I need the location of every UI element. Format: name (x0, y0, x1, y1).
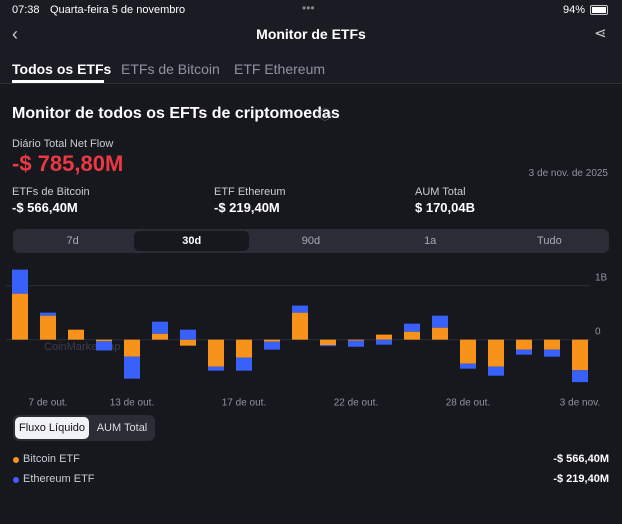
title: Monitor de ETFs (256, 26, 366, 42)
header (0, 0, 622, 84)
x-tick-label: 28 de out. (446, 398, 490, 409)
bar-segment (348, 340, 364, 347)
legend-name: Bitcoin ETF (23, 453, 80, 465)
stat-label: ETF Ethereum (214, 186, 286, 198)
bar-segment (292, 305, 308, 313)
bar-segment (572, 370, 588, 383)
legend-dot (13, 477, 19, 483)
bar-segment (236, 339, 252, 358)
tab[interactable]: Todos os ETFs (12, 61, 112, 77)
heading: Monitor de todos os EFTs de criptomoedas (12, 105, 340, 122)
bar-segment (516, 349, 532, 355)
battery: 94% (563, 4, 586, 16)
bar-segment (460, 363, 476, 369)
stat-label: ETFs de Bitcoin (12, 186, 90, 198)
x-tick-label: 7 de out. (29, 398, 68, 409)
bar-segment (488, 366, 504, 376)
info[interactable]: ⓘ (319, 108, 332, 122)
tab[interactable]: ETF Ethereum (234, 61, 326, 77)
date: Quarta-feira 5 de novembro (50, 4, 186, 16)
stat-value: -$ 566,40M (12, 200, 78, 215)
stat-label: AUM Total (415, 186, 466, 198)
tab-underline (12, 80, 104, 83)
y-tick-label: 1B (595, 272, 608, 283)
bar-segment (152, 333, 168, 340)
bar-segment (208, 339, 224, 367)
bar-segment (404, 323, 420, 332)
y-tick-label: 0 (595, 326, 601, 337)
legend-value: -$ 219,40M (553, 473, 609, 485)
time: 07:38 (12, 4, 40, 16)
summary-label: Diário Total Net Flow (12, 138, 114, 150)
bar-segment (544, 339, 560, 350)
bar-segment (432, 315, 448, 328)
bar-segment (292, 312, 308, 340)
legend-value: -$ 566,40M (553, 453, 609, 465)
x-tick-label: 17 de out. (222, 398, 266, 409)
summary-date: 3 de nov. de 2025 (528, 168, 608, 179)
legend-name: Ethereum ETF (23, 473, 95, 485)
bar-segment (376, 334, 392, 340)
bar-segment (12, 269, 28, 294)
bar-segment (208, 366, 224, 371)
bar-segment (376, 339, 392, 345)
x-tick-label: 22 de out. (334, 398, 378, 409)
bar-segment (96, 339, 112, 342)
bar-segment (152, 321, 168, 334)
back[interactable]: ‹ (12, 24, 18, 44)
bar-segment (264, 341, 280, 350)
bar-segment (460, 339, 476, 364)
bar-segment (320, 339, 336, 346)
range-button[interactable]: 90d (301, 235, 321, 247)
bar-segment (124, 356, 140, 379)
stat-value: $ 170,04B (415, 200, 475, 215)
range-button[interactable]: 1a (424, 235, 437, 247)
bar-segment (404, 331, 420, 340)
bar-segment (516, 339, 532, 350)
battery-icon (590, 5, 608, 15)
range-button[interactable]: 7d (66, 235, 79, 247)
bar-segment (320, 345, 336, 347)
bar-segment (96, 341, 112, 351)
bar-segment (432, 327, 448, 340)
bar-segment (40, 312, 56, 316)
bar-segment (124, 339, 140, 357)
bar-segment (572, 339, 588, 371)
bar-segment (68, 329, 84, 340)
toggle: Fluxo Líquido AUM Total (13, 415, 155, 441)
bar-segment (348, 339, 364, 341)
stat-value: -$ 219,40M (214, 200, 280, 215)
bar-segment (12, 293, 28, 340)
toggle-button[interactable]: Fluxo Líquido (15, 417, 89, 439)
share[interactable]: ⋖ (594, 25, 607, 42)
legend-dot (13, 457, 19, 463)
bar-segment (264, 339, 280, 342)
bar-segment (236, 357, 252, 371)
summary-value: -$ 785,80M (12, 151, 124, 176)
bar-segment (488, 339, 504, 367)
toggle-button[interactable]: AUM Total (96, 422, 148, 434)
range-selector: 7d 30d 90d 1a Tudo (13, 229, 609, 253)
dots: ••• (302, 1, 315, 15)
x-tick-label: 13 de out. (110, 398, 154, 409)
divider (0, 83, 622, 84)
tab[interactable]: ETFs de Bitcoin (121, 61, 220, 77)
range-button[interactable]: Tudo (537, 235, 562, 247)
bar-segment (40, 315, 56, 340)
range-button[interactable]: 30d (134, 231, 250, 251)
bar-segment (544, 349, 560, 357)
x-tick-label: 3 de nov. (560, 398, 600, 409)
bar-segment (180, 339, 196, 346)
bar-segment (180, 329, 196, 340)
